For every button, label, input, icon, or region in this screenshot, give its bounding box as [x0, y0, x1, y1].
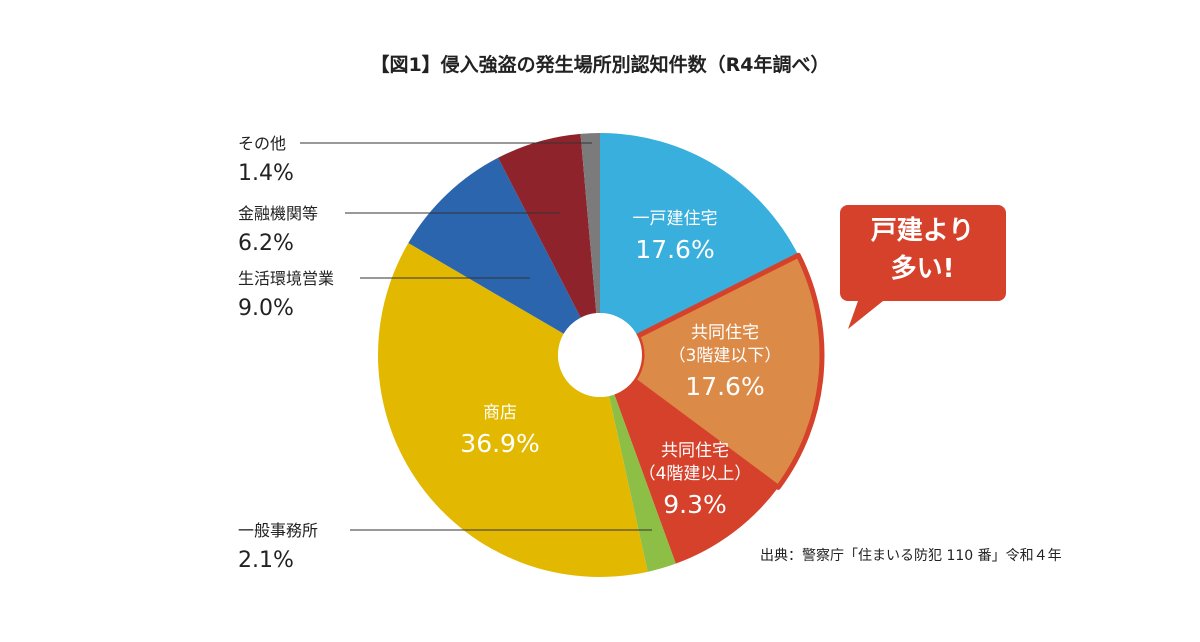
slice-label: 共同住宅 （3階建以下）	[668, 323, 782, 366]
value-label: 17.6%	[635, 235, 715, 264]
slice	[600, 133, 799, 337]
slice-label: 商店	[483, 403, 517, 423]
source-note: 出典：警察庁「住まいる防犯 110 番」令和４年	[760, 548, 1062, 564]
slice	[609, 394, 676, 572]
slice-label: 一戸建住宅	[632, 209, 718, 229]
slice	[408, 157, 581, 334]
donut-hole	[558, 313, 642, 397]
callout-bubble	[840, 205, 1006, 329]
slice-label: 生活環境営業	[238, 269, 335, 288]
value-label: 2.1%	[238, 548, 294, 573]
slice	[580, 133, 600, 314]
annotation: 戸建より 多い!	[870, 216, 975, 284]
slice-label: 共同住宅 （4階建以上）	[638, 441, 752, 484]
slice	[498, 133, 597, 318]
value-label: 6.2%	[238, 231, 294, 256]
chart-title: 【図1】侵入強盗の発生場所別認知件数（R4年調べ）	[370, 54, 830, 76]
value-label: 36.9%	[460, 429, 540, 458]
value-label: 17.6%	[685, 372, 765, 401]
slice	[614, 380, 779, 564]
slice-label: 金融機関等	[238, 204, 319, 223]
slice-label: 一般事務所	[238, 521, 319, 540]
value-label: 9.0%	[238, 296, 294, 321]
value-label: 9.3%	[663, 490, 727, 519]
slice	[378, 242, 648, 578]
slice-label: その他	[238, 134, 287, 153]
value-label: 1.4%	[238, 161, 294, 186]
